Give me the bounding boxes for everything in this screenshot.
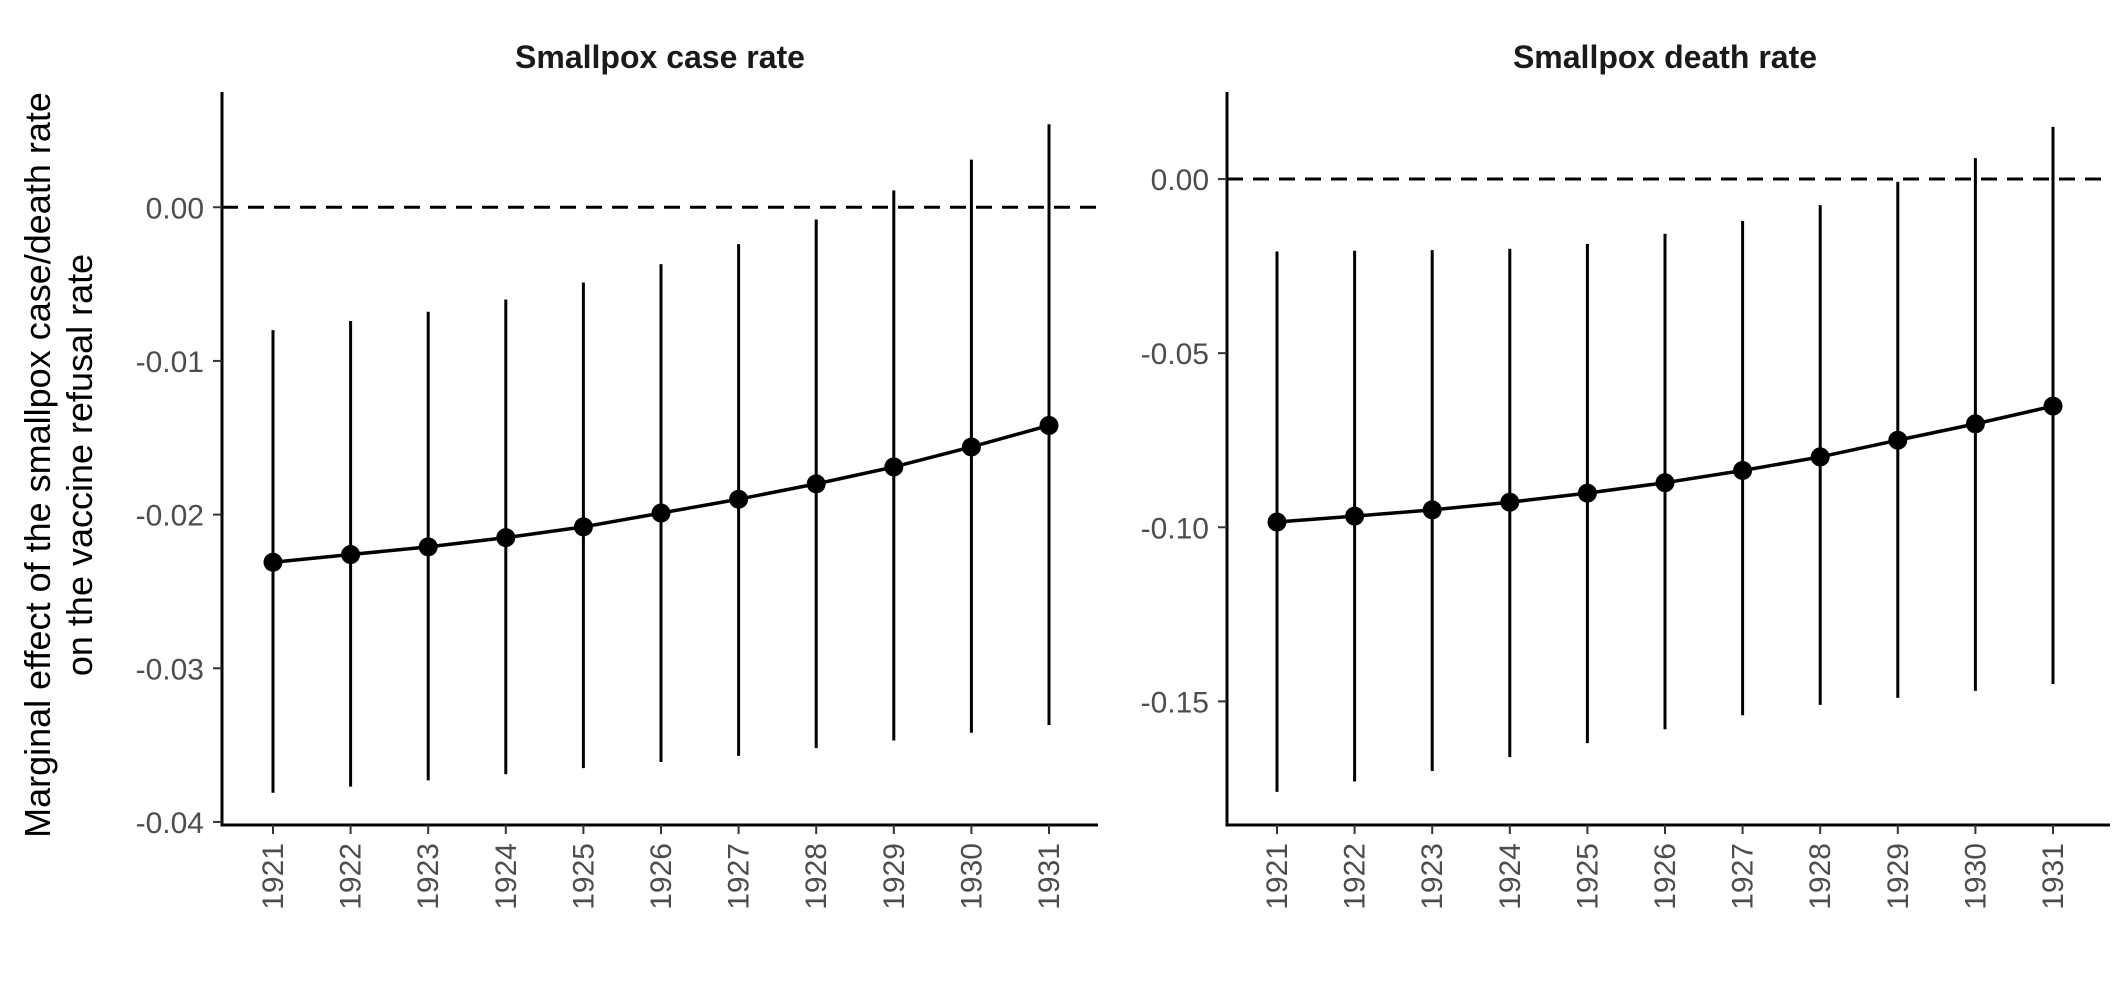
x-tick-label: 1931 [1033, 843, 1066, 910]
data-point [1577, 483, 1597, 503]
data-point [884, 457, 904, 477]
data-point [1345, 506, 1365, 526]
y-tick-label: -0.04 [136, 807, 204, 840]
data-point [1655, 473, 1675, 493]
data-point [1267, 512, 1287, 532]
x-tick-label: 1929 [878, 843, 911, 910]
y-tick-label: -0.03 [136, 653, 204, 686]
data-point [1733, 461, 1753, 481]
plot-area: 0.00 -0.01 -0.02 -0.03 -0.04 1921 1922 1923 1924… [136, 92, 1098, 910]
data-point [961, 437, 981, 457]
data-point [1810, 447, 1830, 467]
y-tick-label: 0.00 [146, 192, 204, 225]
x-tick-label: 1924 [490, 843, 523, 910]
panel-smallpox-death-rate: Smallpox death rate 0.00 -0.05 -0.10 -0.15 1… [1141, 39, 2110, 910]
data-point [263, 552, 283, 572]
x-tick-label: 1930 [955, 843, 988, 910]
data-point [2043, 396, 2063, 416]
x-tick-label: 1922 [335, 843, 368, 910]
x-tick-label: 1923 [412, 843, 445, 910]
data-point [1422, 500, 1442, 520]
y-tick-label: -0.15 [1141, 686, 1209, 719]
data-point [418, 537, 438, 557]
x-tick-label: 1925 [567, 843, 600, 910]
data-point [806, 474, 826, 494]
x-tick-label: 1930 [1959, 843, 1992, 910]
data-point [1965, 414, 1985, 434]
data-point [496, 528, 516, 548]
x-tick-label: 1926 [645, 843, 678, 910]
x-tick-label: 1931 [2037, 843, 2070, 910]
x-tick-label: 1928 [800, 843, 833, 910]
x-tick-label: 1929 [1882, 843, 1915, 910]
data-point [1888, 430, 1908, 450]
x-tick-label: 1924 [1494, 843, 1527, 910]
y-tick-label: -0.02 [136, 500, 204, 533]
y-tick-label: -0.10 [1141, 512, 1209, 545]
y-axis-label-line-1: Marginal effect of the smallpox case/dea… [17, 92, 58, 838]
x-tick-label: 1922 [1339, 843, 1372, 910]
y-tick-label: 0.00 [1151, 164, 1209, 197]
panel-smallpox-case-rate: Smallpox case rate 0.00 -0.01 -0.02 -0.03 -0… [136, 39, 1098, 910]
y-tick-label: -0.05 [1141, 338, 1209, 371]
panel-title: Smallpox case rate [515, 39, 805, 75]
panel-title: Smallpox death rate [1513, 39, 1817, 75]
data-point [341, 545, 361, 565]
x-tick-label: 1923 [1416, 843, 1449, 910]
data-point [651, 503, 671, 523]
data-point [573, 517, 593, 537]
x-tick-label: 1928 [1804, 843, 1837, 910]
y-axis-label-line-2: on the vaccine refusal rate [59, 254, 100, 676]
plot-area: 0.00 -0.05 -0.10 -0.15 1921 1922 1923 1924 1925 1… [1141, 92, 2110, 910]
data-point [729, 489, 749, 509]
x-tick-label: 1921 [257, 843, 290, 910]
y-tick-label: -0.01 [136, 346, 204, 379]
y-axis-label: Marginal effect of the smallpox case/dea… [17, 92, 100, 838]
x-tick-label: 1927 [1727, 843, 1760, 910]
x-tick-label: 1926 [1649, 843, 1682, 910]
data-point [1500, 492, 1520, 512]
data-point [1039, 415, 1059, 435]
x-tick-label: 1921 [1261, 843, 1294, 910]
x-tick-label: 1927 [723, 843, 756, 910]
x-tick-label: 1925 [1571, 843, 1604, 910]
